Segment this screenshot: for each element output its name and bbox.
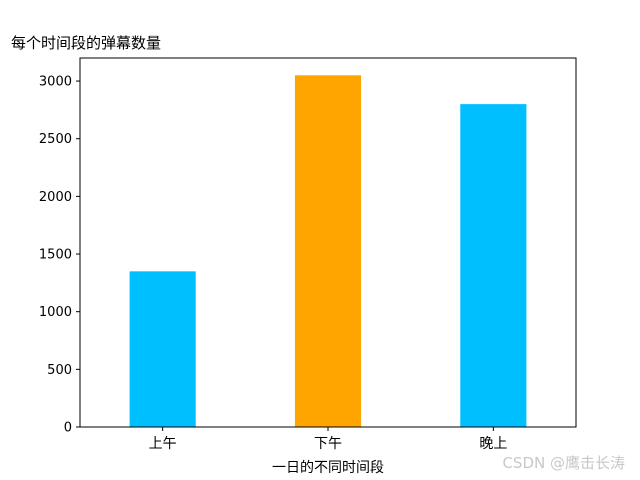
chart-title: 每个时间段的弹幕数量 xyxy=(11,34,161,52)
y-tick-label: 2500 xyxy=(39,132,72,147)
bar-1 xyxy=(294,75,362,427)
x-tick-label: 下午 xyxy=(314,436,342,452)
bar-0 xyxy=(129,271,196,427)
y-tick-label: 2000 xyxy=(39,190,72,205)
x-axis-label: 一日的不同时间段 xyxy=(272,460,384,476)
y-tick-label: 1000 xyxy=(39,305,72,320)
x-axis: 上午 下午 晚上 xyxy=(149,427,507,452)
x-tick-label: 上午 xyxy=(149,436,177,452)
bar-2 xyxy=(460,104,527,427)
x-tick-label: 晚上 xyxy=(479,436,507,452)
watermark: CSDN @鹰击长涛 xyxy=(502,454,625,472)
y-axis: 0 500 1000 1500 2000 2500 3000 xyxy=(39,75,80,436)
y-tick-label: 3000 xyxy=(39,75,72,90)
bars-group xyxy=(129,75,527,427)
plot-frame xyxy=(79,57,577,428)
y-tick-label: 1500 xyxy=(39,248,72,263)
y-tick-label: 500 xyxy=(47,363,72,378)
y-tick-label: 0 xyxy=(64,421,72,436)
